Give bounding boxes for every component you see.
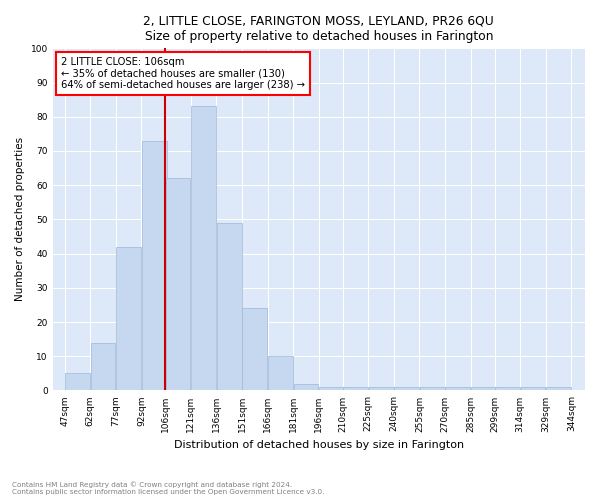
- Bar: [91, 342, 115, 390]
- Bar: [268, 356, 293, 390]
- Bar: [343, 387, 368, 390]
- Bar: [521, 387, 545, 390]
- Bar: [242, 308, 267, 390]
- Bar: [394, 387, 419, 390]
- Y-axis label: Number of detached properties: Number of detached properties: [15, 138, 25, 302]
- Bar: [546, 387, 571, 390]
- Text: 2 LITTLE CLOSE: 106sqm
← 35% of detached houses are smaller (130)
64% of semi-de: 2 LITTLE CLOSE: 106sqm ← 35% of detached…: [61, 57, 305, 90]
- Bar: [319, 387, 344, 390]
- Bar: [217, 223, 242, 390]
- Bar: [65, 374, 90, 390]
- Bar: [116, 246, 141, 390]
- Bar: [293, 384, 319, 390]
- Bar: [166, 178, 190, 390]
- Bar: [445, 387, 470, 390]
- Bar: [495, 387, 520, 390]
- Title: 2, LITTLE CLOSE, FARINGTON MOSS, LEYLAND, PR26 6QU
Size of property relative to : 2, LITTLE CLOSE, FARINGTON MOSS, LEYLAND…: [143, 15, 494, 43]
- Bar: [368, 387, 394, 390]
- Bar: [471, 387, 496, 390]
- Bar: [142, 140, 167, 390]
- Text: Contains HM Land Registry data © Crown copyright and database right 2024.
Contai: Contains HM Land Registry data © Crown c…: [12, 482, 325, 495]
- Bar: [191, 106, 216, 391]
- X-axis label: Distribution of detached houses by size in Farington: Distribution of detached houses by size …: [174, 440, 464, 450]
- Bar: [420, 387, 445, 390]
